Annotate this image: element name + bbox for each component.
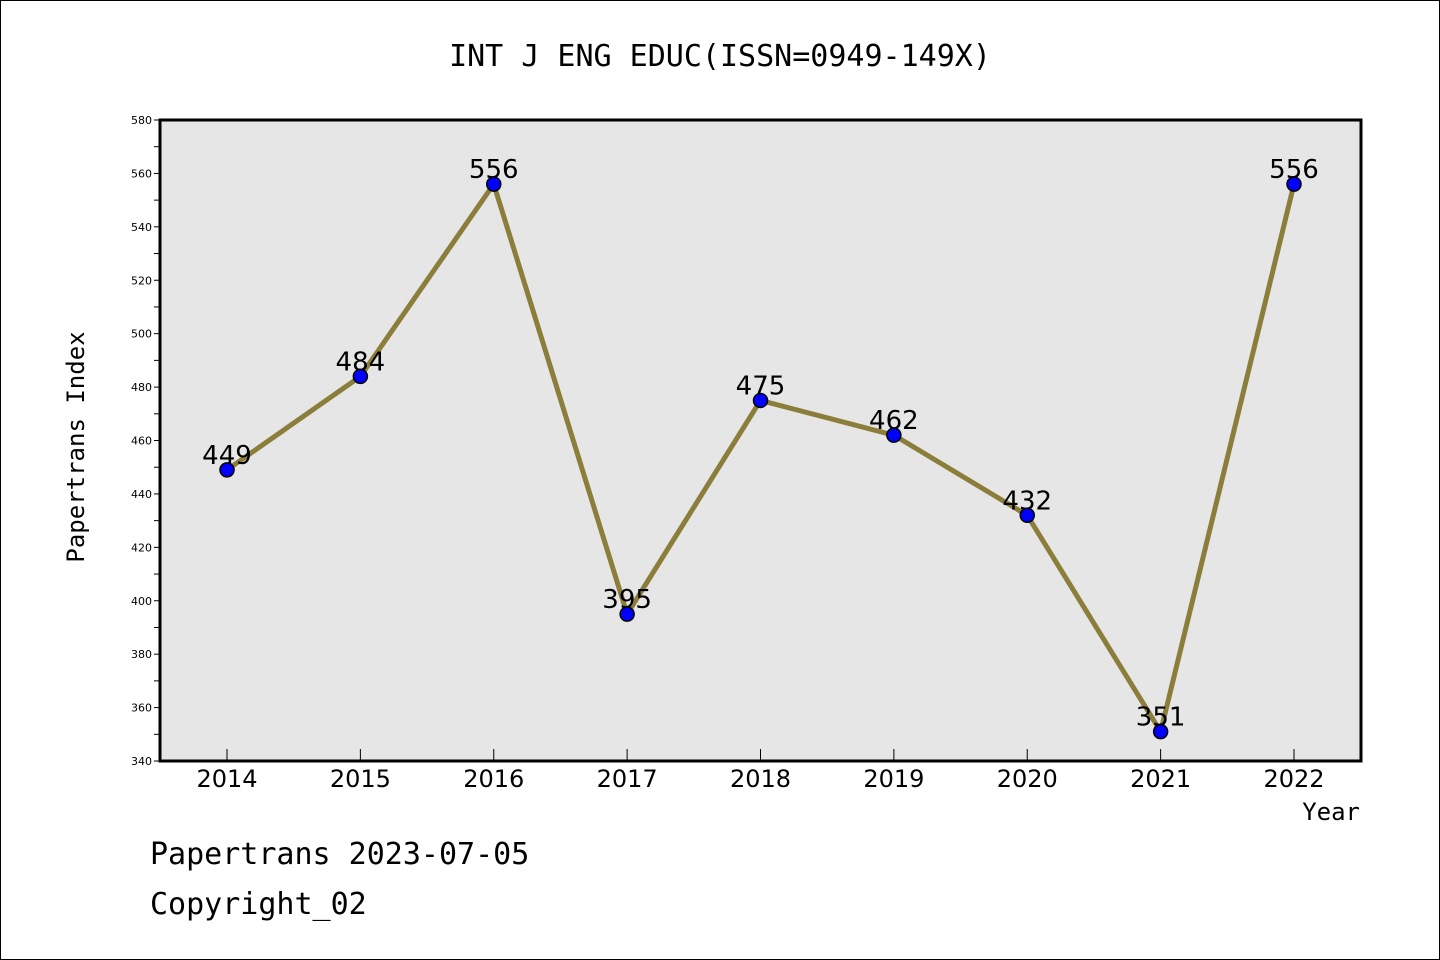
y-tick-label: 580 (131, 114, 152, 127)
y-tick-label: 500 (131, 328, 152, 341)
x-tick-label: 2014 (196, 765, 257, 793)
y-tick-label: 340 (131, 755, 152, 768)
data-point (752, 392, 769, 409)
x-tick-label: 2016 (463, 765, 524, 793)
y-tick-label: 540 (131, 221, 152, 234)
y-tick-label: 560 (131, 167, 152, 180)
x-axis: 2014 2015 2016 2017 2018 2019 2020 2021 2022 (196, 749, 1325, 793)
y-tick-label: 460 (131, 435, 152, 448)
x-tick-label: 2019 (863, 765, 924, 793)
x-tick-label: 2015 (330, 765, 391, 793)
footer-date: Papertrans 2023-07-05 (150, 837, 529, 872)
y-tick-label: 380 (131, 648, 152, 661)
data-point (352, 368, 369, 385)
x-axis-label: Year (1302, 798, 1360, 826)
y-axis-label: Papertrans Index (62, 331, 90, 562)
data-point (219, 462, 235, 478)
y-tick-label: 480 (131, 381, 152, 394)
plot-area (158, 118, 1363, 763)
data-point (886, 427, 902, 443)
x-tick-label: 2022 (1263, 765, 1324, 793)
y-tick-label: 440 (131, 488, 152, 501)
x-tick-label: 2018 (730, 765, 791, 793)
x-tick-label: 2021 (1130, 765, 1191, 793)
chart-title: INT J ENG EDUC(ISSN=0949-149X) (449, 39, 991, 74)
y-axis: 340 360 380 400 420 440 460 480 500 520 540 560 580 (131, 114, 160, 768)
data-point (1152, 723, 1169, 740)
x-tick-label: 2017 (597, 765, 658, 793)
y-tick-label: 360 (131, 702, 152, 715)
y-tick-label: 520 (131, 274, 152, 287)
x-tick-label: 2020 (997, 765, 1058, 793)
data-point (619, 606, 635, 622)
data-point (1286, 176, 1302, 192)
y-tick-label: 420 (131, 541, 152, 554)
y-tick-label: 400 (131, 595, 152, 608)
data-point (486, 176, 502, 192)
data-point (1019, 507, 1035, 524)
footer-copyright: Copyright_02 (150, 887, 367, 922)
